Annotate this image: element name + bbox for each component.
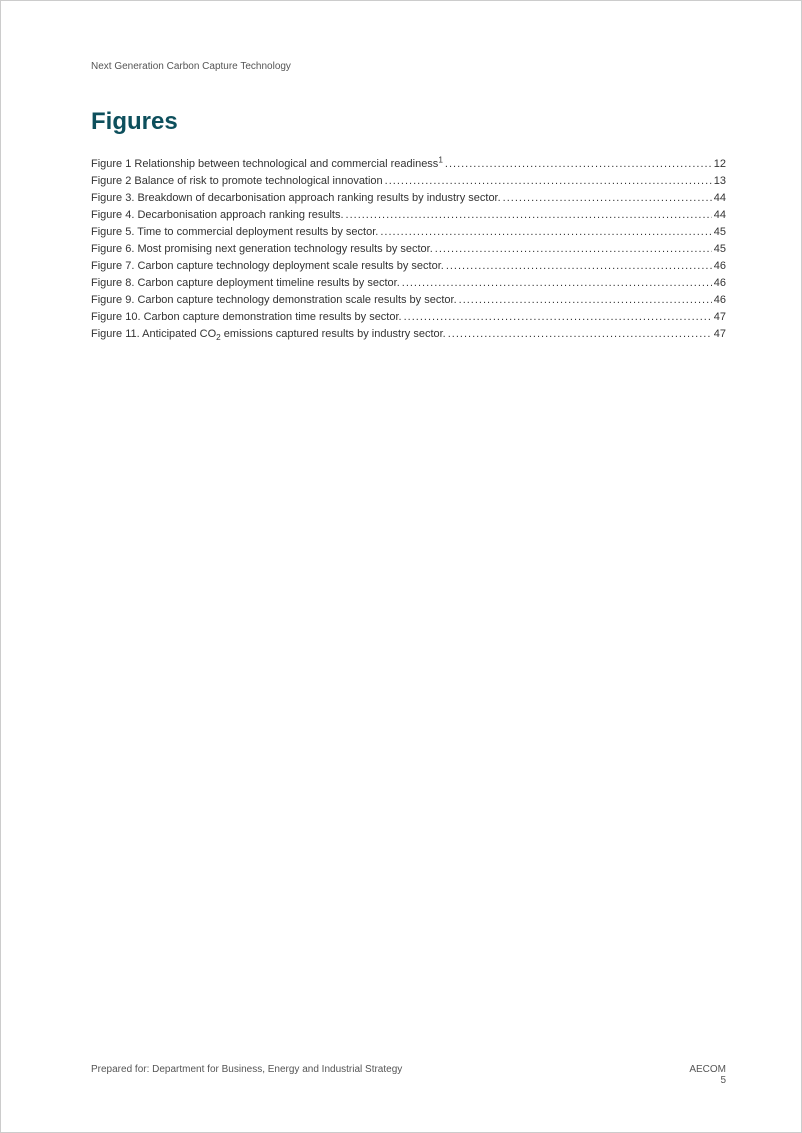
page-footer: Prepared for: Department for Business, E… [91,1064,726,1086]
toc-leader-dots [445,156,712,173]
footer-prepared-for: Prepared for: Department for Business, E… [91,1064,402,1075]
toc-leader-dots [346,207,712,224]
toc-entry-label: Figure 8. Carbon capture deployment time… [91,275,400,292]
toc-leader-dots [380,224,711,241]
toc-entry-label: Figure 11. Anticipated CO2 emissions cap… [91,326,446,343]
document-page: Next Generation Carbon Capture Technolog… [0,0,802,1133]
toc-entry-page: 46 [714,258,726,275]
toc-entry-page: 47 [714,326,726,343]
toc-entry-label: Figure 6. Most promising next generation… [91,241,433,258]
toc-entry-page: 47 [714,309,726,326]
toc-leader-dots [448,326,712,343]
toc-entry-page: 46 [714,292,726,309]
toc-leader-dots [446,258,712,275]
toc-entry: Figure 1 Relationship between technologi… [91,156,726,173]
toc-entry-page: 44 [714,190,726,207]
toc-entry-page: 46 [714,275,726,292]
toc-entry: Figure 5. Time to commercial deployment … [91,224,726,241]
toc-leader-dots [503,190,712,207]
toc-leader-dots [385,173,712,190]
toc-entry-label: Figure 2 Balance of risk to promote tech… [91,173,383,190]
footer-right-block: AECOM 5 [689,1064,726,1086]
toc-entry-label: Figure 1 Relationship between technologi… [91,156,443,173]
figures-toc: Figure 1 Relationship between technologi… [91,156,726,344]
footer-company: AECOM [689,1064,726,1075]
toc-entry-label: Figure 9. Carbon capture technology demo… [91,292,457,309]
footer-page-number: 5 [689,1075,726,1086]
toc-entry-label: Figure 7. Carbon capture technology depl… [91,258,444,275]
toc-entry: Figure 4. Decarbonisation approach ranki… [91,207,726,224]
toc-entry-label: Figure 3. Breakdown of decarbonisation a… [91,190,501,207]
toc-leader-dots [459,292,712,309]
toc-entry-page: 45 [714,224,726,241]
toc-entry: Figure 8. Carbon capture deployment time… [91,275,726,292]
toc-leader-dots [402,275,712,292]
page-header-title: Next Generation Carbon Capture Technolog… [91,61,726,72]
toc-entry-page: 12 [714,156,726,173]
toc-entry: Figure 7. Carbon capture technology depl… [91,258,726,275]
toc-entry-label: Figure 4. Decarbonisation approach ranki… [91,207,344,224]
toc-entry: Figure 11. Anticipated CO2 emissions cap… [91,326,726,343]
toc-entry: Figure 3. Breakdown of decarbonisation a… [91,190,726,207]
toc-entry: Figure 2 Balance of risk to promote tech… [91,173,726,190]
toc-entry-label: Figure 10. Carbon capture demonstration … [91,309,402,326]
toc-entry: Figure 6. Most promising next generation… [91,241,726,258]
toc-entry-page: 45 [714,241,726,258]
toc-entry-page: 44 [714,207,726,224]
toc-entry: Figure 9. Carbon capture technology demo… [91,292,726,309]
toc-leader-dots [404,309,712,326]
toc-entry-label: Figure 5. Time to commercial deployment … [91,224,378,241]
toc-entry: Figure 10. Carbon capture demonstration … [91,309,726,326]
section-heading-figures: Figures [91,108,726,136]
toc-leader-dots [435,241,712,258]
toc-entry-page: 13 [714,173,726,190]
